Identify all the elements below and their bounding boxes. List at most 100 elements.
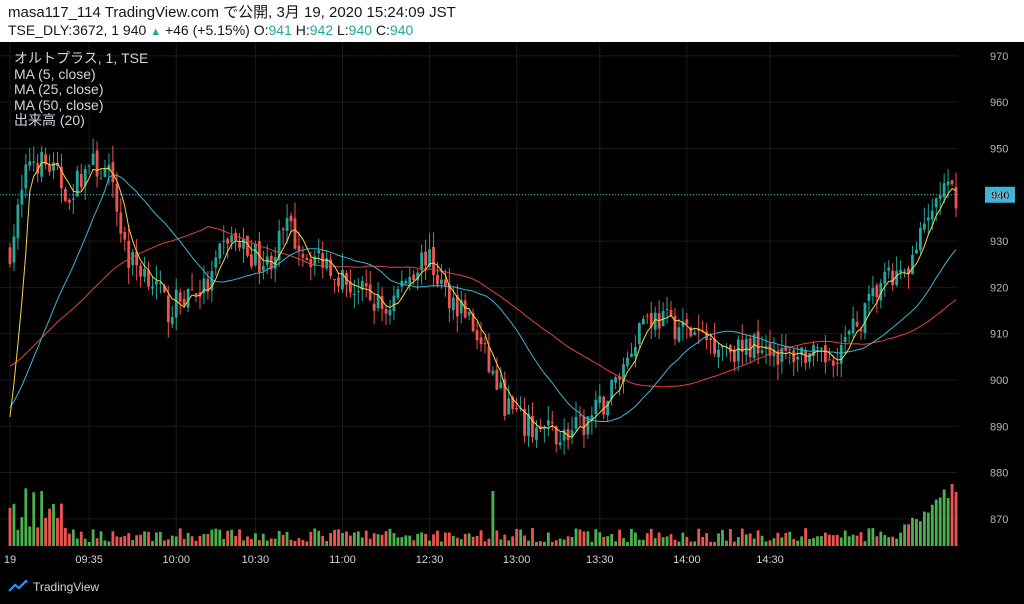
candle-body [847,330,851,335]
volume-bar [392,533,396,546]
legend-volume: 出来高 (20) [14,112,85,128]
volume-bar [491,491,495,546]
candle-body [56,163,59,166]
candle-body [103,167,107,177]
volume-bar [151,540,154,546]
volume-bar [669,534,673,546]
volume-bar [28,526,32,546]
volume-bar [748,533,752,546]
candle-body [67,200,71,203]
volume-bar [162,540,166,546]
brand-logo[interactable]: TradingView [8,580,99,594]
candle-body [736,339,740,361]
volume-bar [546,532,550,546]
candle-body [83,169,87,186]
candle-body [424,251,428,266]
candle-body [408,276,412,284]
volume-bar [871,528,875,546]
volume-bar [689,541,693,546]
volume-bar [590,541,594,546]
volume-bar [531,528,534,546]
volume-bar [645,533,649,546]
candle-body [71,198,75,200]
price-tick-label: 890 [990,421,1008,433]
candle-body [863,303,867,333]
volume-bar [396,537,400,546]
candle-body [839,345,843,364]
candle-body [63,189,67,201]
candle-body [360,280,364,290]
volume-bar [796,540,800,546]
volume-bar [155,532,158,546]
candle-body [546,420,550,426]
candle-body [610,379,614,399]
candle-body [527,413,530,437]
candle-body [630,353,633,357]
volume-bar [626,541,629,546]
volume-bar [554,540,558,546]
candle-body [867,293,871,301]
candle-body [388,309,392,316]
volume-bar [538,541,542,546]
volume-bar [922,511,926,546]
volume-bar [139,534,143,546]
low-label: L: [336,22,349,38]
volume-bar [515,528,519,546]
candle-body [471,313,475,332]
volume-bar [368,538,372,546]
volume-bar [301,540,305,546]
candle-body [273,257,277,269]
candle-body [253,243,257,266]
candle-body [281,228,285,231]
candle-body [942,183,946,198]
time-tick-label: 13:30 [586,554,614,566]
volume-bar [614,541,618,546]
candle-body [796,356,800,360]
candle-body [107,164,111,171]
volume-bar [451,535,455,546]
candle-body [697,329,701,332]
candlesticks [8,138,958,455]
volume-bar [325,541,329,546]
volume-bar [875,536,879,546]
volume-bar [111,531,115,546]
volume-bar [428,540,431,546]
volume-bar [507,540,511,546]
volume-bar [768,540,772,546]
volume-bar [440,541,443,546]
volume-bar [673,539,677,546]
candle-body [915,249,918,254]
volume-bar [895,538,899,546]
candle-body [535,427,538,440]
candle-body [79,173,83,188]
candle-body [155,280,158,285]
candle-body [467,311,471,316]
candle-body [693,332,697,336]
chart-area[interactable]: 940 870 880 890 900 910 920 930 940 950 960 970 19… [0,42,1024,572]
candle-body [748,338,752,358]
candle-body [633,347,637,357]
candle-body [12,236,16,263]
close-value: 940 [389,22,414,38]
volume-bar [317,530,321,546]
legend-symbol: オルトプラス, 1, TSE [14,50,149,66]
volume-bar [586,531,590,546]
price-axis: 870 880 890 900 910 920 930 940 950 960 970 [990,51,1008,526]
candle-body [823,345,827,363]
volume-bar [582,531,586,546]
candle-body [24,164,28,189]
volume-bar [606,536,610,546]
candle-body [364,283,368,287]
volume-bar [416,533,420,546]
volume-bar [202,533,206,546]
candle-body [709,338,713,341]
publication-header: masa117_114 TradingView.com で公開, 3月 19, … [0,0,1024,42]
candle-body [598,396,602,403]
volume-bar [345,531,348,546]
candle-body [938,195,942,199]
candle-body [147,270,150,287]
volume-bar [238,529,241,546]
tradingview-icon [8,580,28,592]
candle-body [222,240,226,242]
price-chart[interactable]: 940 870 880 890 900 910 920 930 940 950 960 970 19… [0,42,1024,572]
